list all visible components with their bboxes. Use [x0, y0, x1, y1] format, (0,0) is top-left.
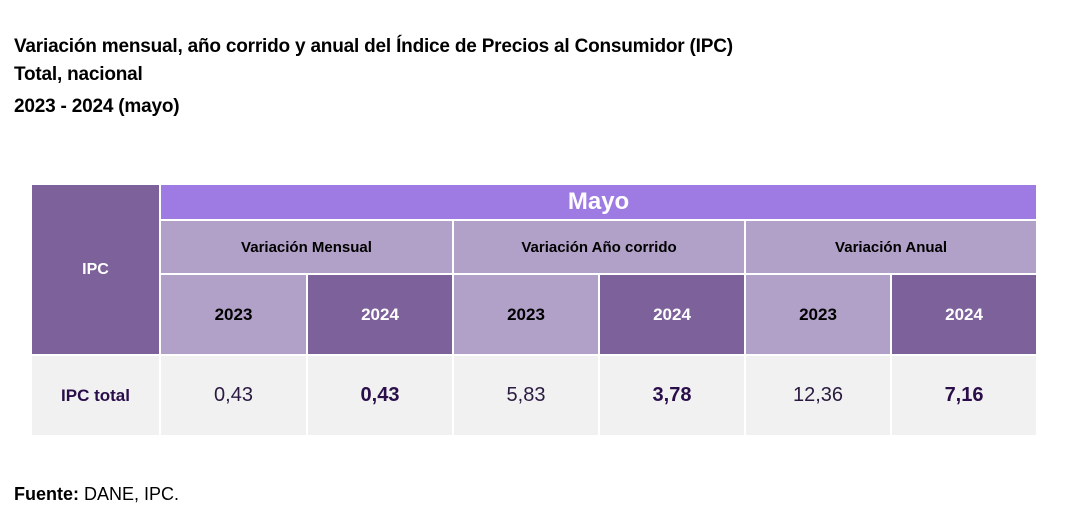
table-period: 2023 - 2024 (mayo) — [14, 96, 180, 117]
value-anual-2023: 12,36 — [744, 354, 892, 437]
year-header-mensual-2024: 2024 — [306, 273, 454, 356]
year-header-anual-2024: 2024 — [889, 273, 1039, 356]
group-header-ano-corrido: Variación Año corrido — [452, 219, 746, 275]
corner-header-ipc: IPC — [30, 183, 161, 356]
group-header-anual: Variación Anual — [743, 219, 1039, 275]
table-subtitle: Total, nacional — [14, 64, 143, 85]
ipc-table: IPC Mayo Variación Mensual Variación Año… — [30, 183, 1039, 437]
header-row-years: 2023 2024 2023 2024 2023 2024 — [31, 273, 1039, 356]
row-label-ipc-total: IPC total — [30, 354, 161, 437]
value-ano-corrido-2023: 5,83 — [452, 354, 600, 437]
year-header-anual-2023: 2023 — [744, 273, 892, 356]
table-title: Variación mensual, año corrido y anual d… — [14, 36, 733, 57]
table-row: IPC total 0,43 0,43 5,83 3,78 12,36 7,16 — [30, 354, 1039, 437]
value-ano-corrido-2024: 3,78 — [598, 354, 746, 437]
year-header-mensual-2023: 2023 — [159, 273, 308, 356]
value-mensual-2024: 0,43 — [306, 354, 454, 437]
year-header-ano-corrido-2023: 2023 — [452, 273, 600, 356]
source-note: Fuente: DANE, IPC. — [14, 484, 179, 505]
header-row-month: IPC Mayo — [30, 183, 1039, 356]
month-header: Mayo — [158, 183, 1039, 221]
group-header-mensual: Variación Mensual — [159, 219, 454, 275]
source-label: Fuente: — [14, 484, 79, 504]
year-header-ano-corrido-2024: 2024 — [598, 273, 746, 356]
value-anual-2024: 7,16 — [889, 354, 1039, 437]
header-row-groups: Variación Mensual Variación Año corrido … — [31, 219, 1039, 275]
value-mensual-2023: 0,43 — [159, 354, 308, 437]
source-text: DANE, IPC. — [79, 484, 180, 504]
